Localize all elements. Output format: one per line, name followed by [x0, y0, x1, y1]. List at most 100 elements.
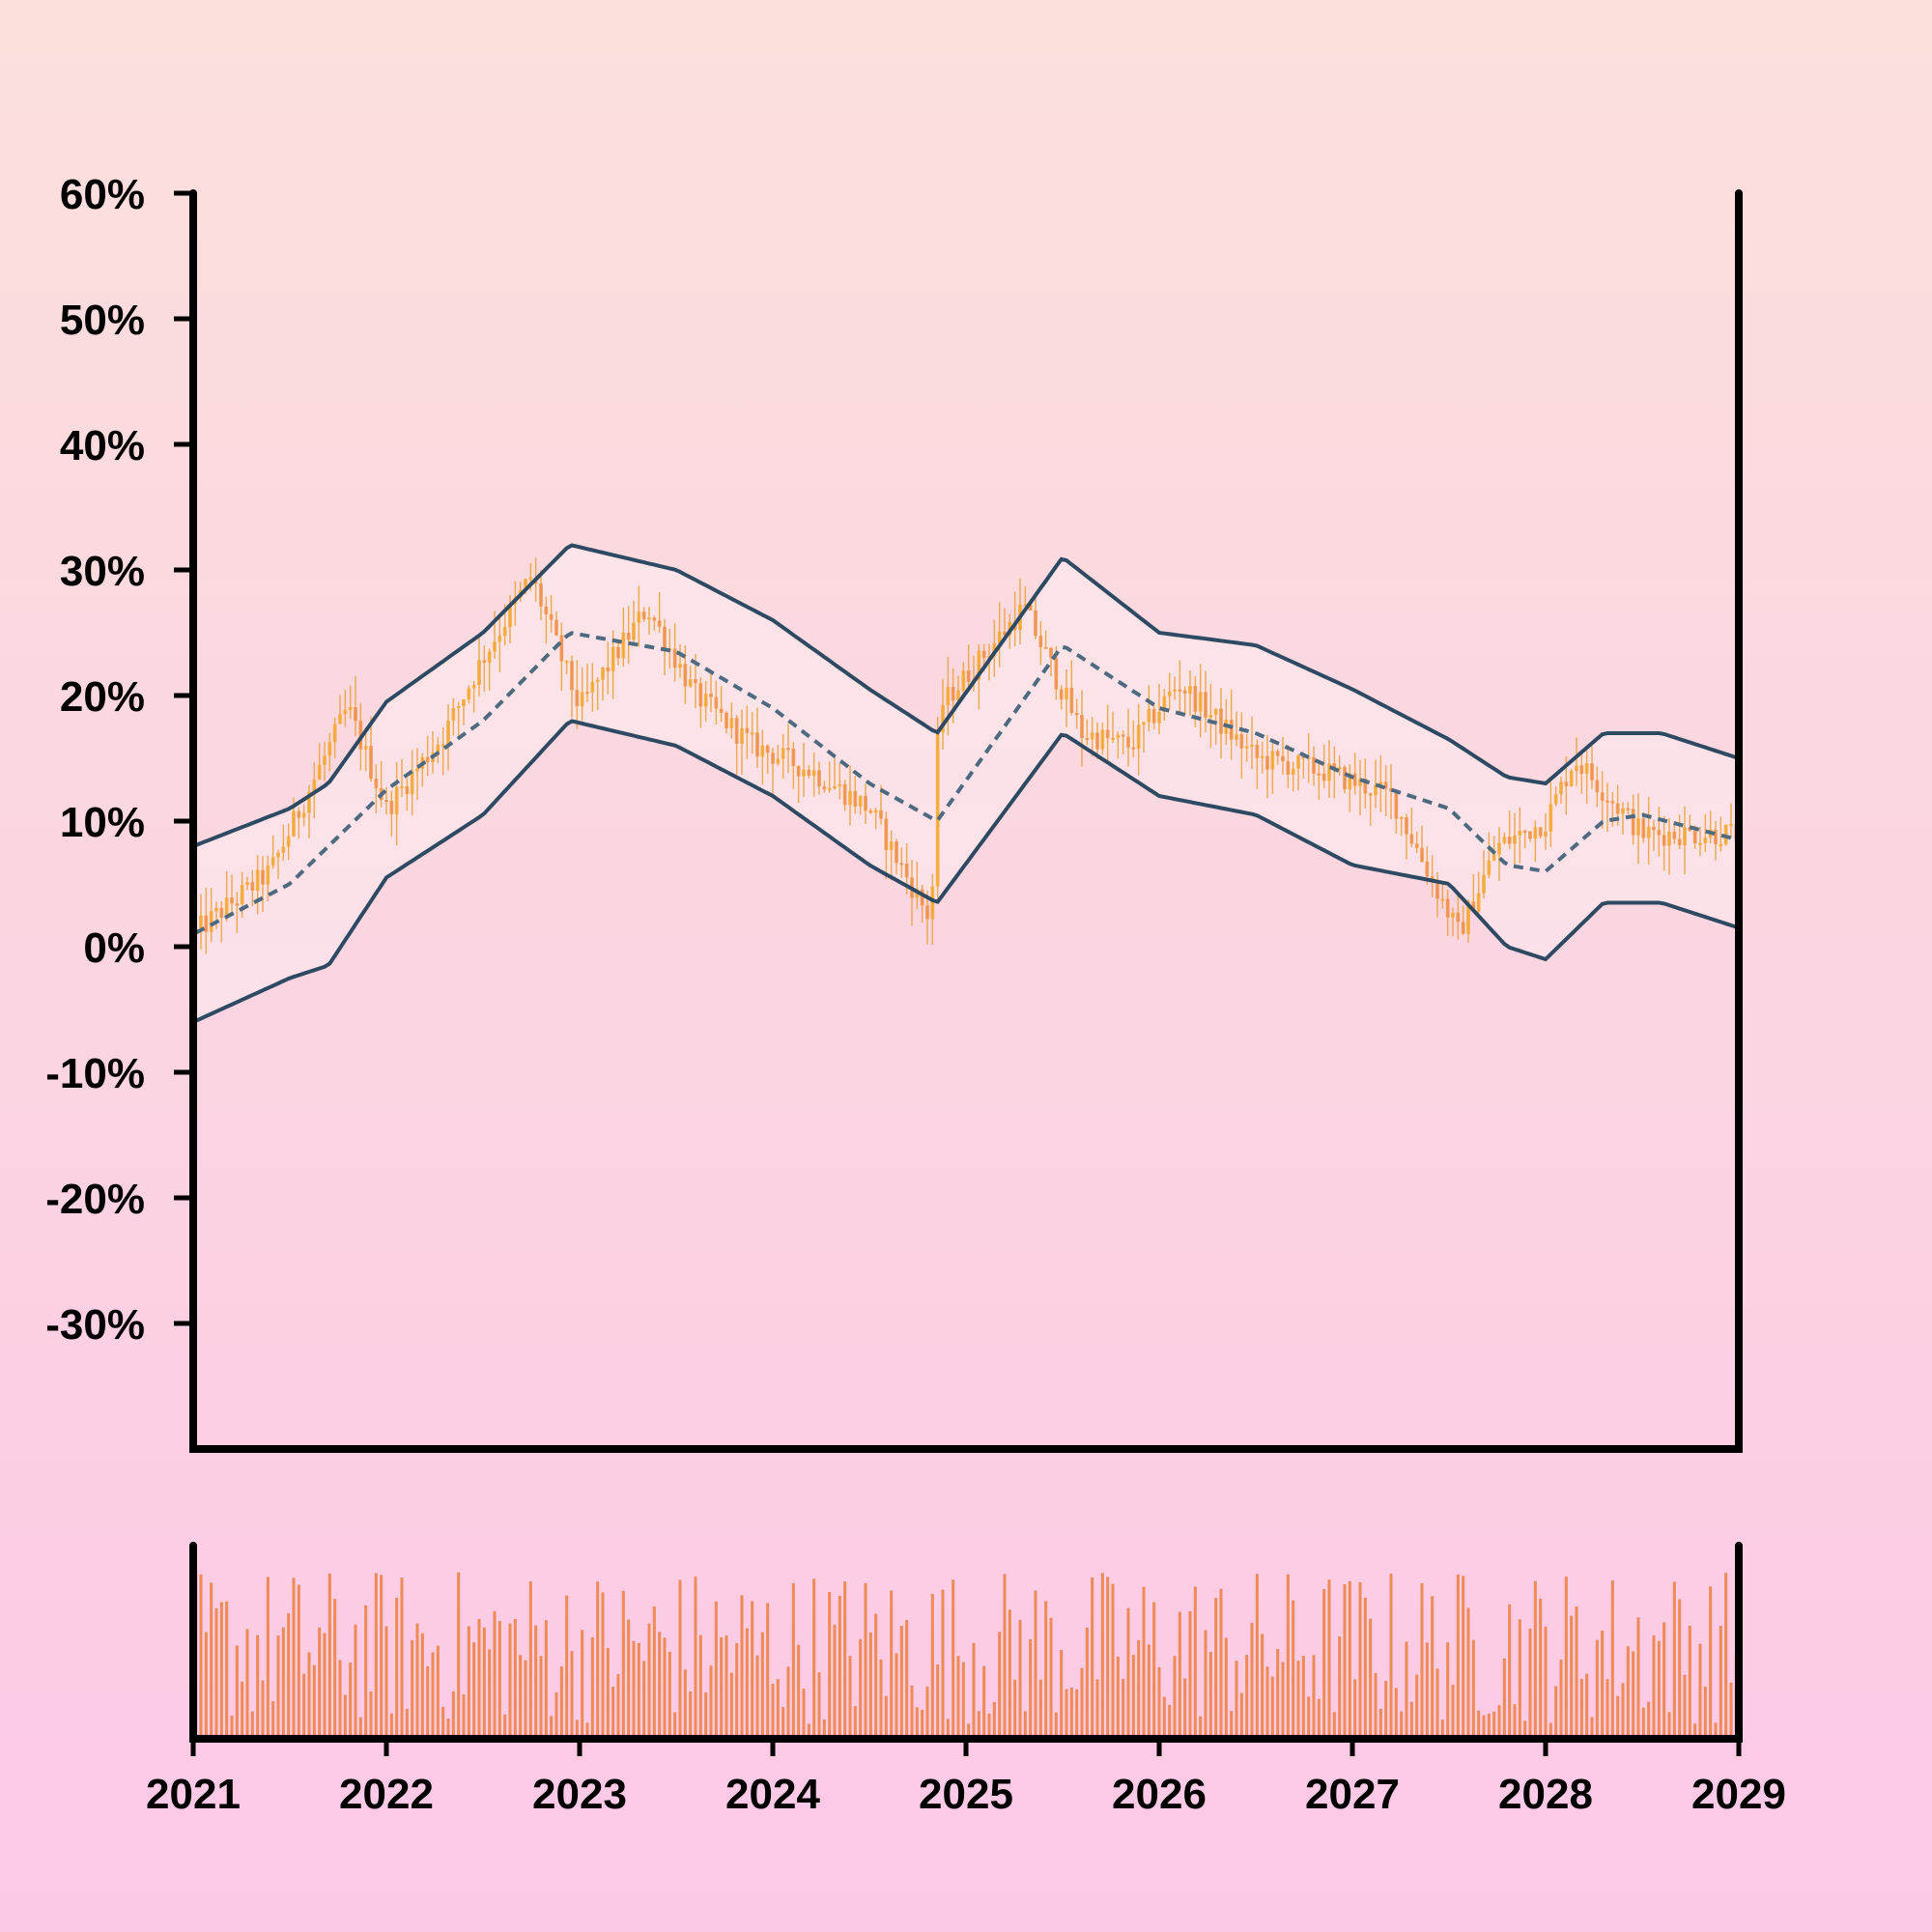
candle-body	[230, 897, 234, 904]
volume-bar	[380, 1575, 384, 1739]
volume-bar	[1327, 1579, 1331, 1739]
volume-bar	[1292, 1600, 1295, 1739]
candle-body	[1321, 773, 1326, 781]
candle-body	[1502, 837, 1507, 843]
candle-body	[1600, 792, 1605, 801]
volume-bar	[358, 1717, 362, 1739]
volume-bar	[1157, 1666, 1161, 1739]
volume-bar	[1085, 1627, 1089, 1739]
candle	[755, 707, 759, 768]
candle-body	[1677, 838, 1682, 846]
candle	[1332, 746, 1337, 799]
candle-body	[776, 758, 781, 764]
candle	[1590, 746, 1594, 789]
volume-bar	[1204, 1630, 1208, 1739]
candle	[1219, 688, 1223, 759]
volume-bar	[307, 1652, 311, 1739]
upper-band-line	[194, 543, 1737, 847]
candle	[703, 680, 708, 722]
candle-body	[1291, 768, 1295, 775]
candle	[1208, 683, 1213, 749]
volume-bar	[405, 1709, 409, 1739]
candle-body	[477, 660, 481, 686]
volume-bar	[389, 1713, 393, 1739]
candle-body	[817, 770, 821, 787]
volume-bar	[528, 1581, 532, 1739]
candle-body	[719, 708, 724, 713]
candle	[1569, 768, 1574, 787]
volume-bar	[343, 1694, 347, 1739]
candle	[1312, 746, 1316, 786]
volume-bar	[1513, 1704, 1517, 1739]
candle-body	[647, 617, 651, 620]
candle-body	[1173, 689, 1177, 692]
candle	[864, 783, 867, 825]
volume-bar	[1075, 1689, 1079, 1739]
candle	[354, 675, 357, 737]
volume-bar	[802, 1689, 806, 1739]
candle-body	[1569, 771, 1574, 786]
candle	[230, 874, 234, 916]
candle	[1250, 716, 1254, 770]
candle-body	[1239, 734, 1244, 749]
candle-body	[981, 650, 986, 659]
candle	[1270, 743, 1275, 795]
candle	[1100, 723, 1105, 755]
candle	[1173, 676, 1177, 700]
volume-bar	[1054, 1712, 1058, 1739]
volume-bar	[751, 1601, 754, 1739]
candle	[332, 717, 337, 759]
volume-bar	[575, 1719, 579, 1739]
candle	[1600, 771, 1605, 829]
candle-body	[904, 864, 909, 878]
candle	[1038, 620, 1043, 666]
candle-body	[1105, 729, 1110, 739]
candle-body	[1646, 826, 1651, 838]
volume-bar	[318, 1627, 322, 1739]
candle-body	[1265, 755, 1269, 770]
candle	[1621, 802, 1625, 835]
candle	[961, 662, 966, 693]
volume-bar	[884, 1695, 888, 1739]
volume-bar	[1116, 1656, 1120, 1739]
candle-body	[802, 769, 806, 777]
candle	[1595, 766, 1600, 808]
volume-bar	[1435, 1668, 1439, 1739]
volume-bar	[724, 1635, 728, 1739]
candle-body	[585, 692, 589, 695]
volume-bar	[1683, 1674, 1687, 1739]
volume-bar	[1296, 1661, 1300, 1739]
volume-bar	[1126, 1607, 1130, 1739]
volume-bar	[1641, 1707, 1645, 1739]
volume-bar	[729, 1672, 733, 1739]
candle	[1074, 698, 1079, 729]
candle	[1136, 703, 1141, 776]
candle-body	[1575, 765, 1578, 772]
volume-bar	[1590, 1717, 1594, 1739]
candle-body	[1414, 843, 1419, 848]
volume-bar	[230, 1716, 234, 1739]
candle-body	[270, 857, 275, 866]
volume-bar	[1595, 1639, 1599, 1739]
candle-body	[1208, 714, 1213, 718]
candle	[647, 607, 651, 635]
candle	[899, 847, 904, 878]
candle-body	[539, 583, 543, 607]
candle-body	[1667, 831, 1671, 846]
candle-body	[595, 679, 600, 682]
volume-bar	[689, 1690, 693, 1739]
volume-bar	[817, 1672, 821, 1739]
volume-bar	[921, 1709, 924, 1739]
volume-bar	[323, 1633, 327, 1739]
volume-bar	[1693, 1723, 1697, 1739]
candle-body	[281, 846, 286, 853]
volume-bar	[1065, 1689, 1068, 1739]
candle	[1605, 782, 1609, 833]
volume-bar	[400, 1577, 404, 1739]
candle	[1229, 689, 1234, 760]
candle-body	[405, 785, 410, 795]
volume-bar	[1394, 1688, 1398, 1739]
volume-bar	[1420, 1582, 1424, 1739]
y-tick-label: 40%	[60, 422, 145, 469]
volume-bar	[1208, 1652, 1212, 1739]
